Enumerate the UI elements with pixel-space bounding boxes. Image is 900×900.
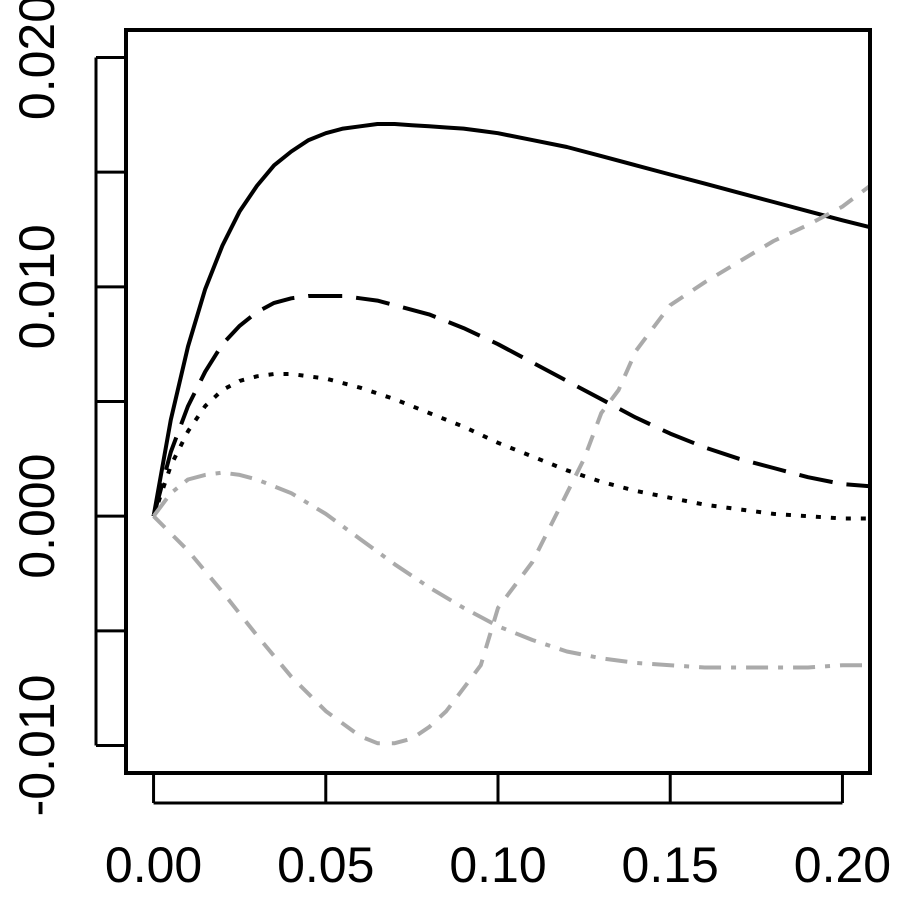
series-line-longdash — [151, 294, 870, 517]
x-axis: 0.00 0.05 0.10 0.15 0.20 — [105, 775, 891, 893]
y-tick-label: 0.010 — [9, 224, 65, 349]
x-tick-label: 0.05 — [277, 837, 374, 893]
y-tick-label: 0.000 — [9, 454, 65, 579]
series-line-dashed — [152, 184, 870, 746]
x-tick-label: 0.10 — [449, 837, 546, 893]
x-tick-label: 0.20 — [794, 837, 891, 893]
y-tick-label: 0.020 — [9, 0, 65, 120]
y-axis: -0.010 0.000 0.010 0.020 — [9, 0, 126, 816]
y-tick-label: -0.010 — [9, 675, 65, 817]
x-tick-label: 0.00 — [105, 837, 202, 893]
plot-area-frame — [124, 28, 872, 775]
x-tick-label: 0.15 — [622, 837, 719, 893]
series-layer — [151, 122, 870, 746]
series-line-solid — [151, 122, 870, 517]
series-line-dotted — [151, 372, 870, 521]
series-line-dashdot — [151, 470, 870, 670]
